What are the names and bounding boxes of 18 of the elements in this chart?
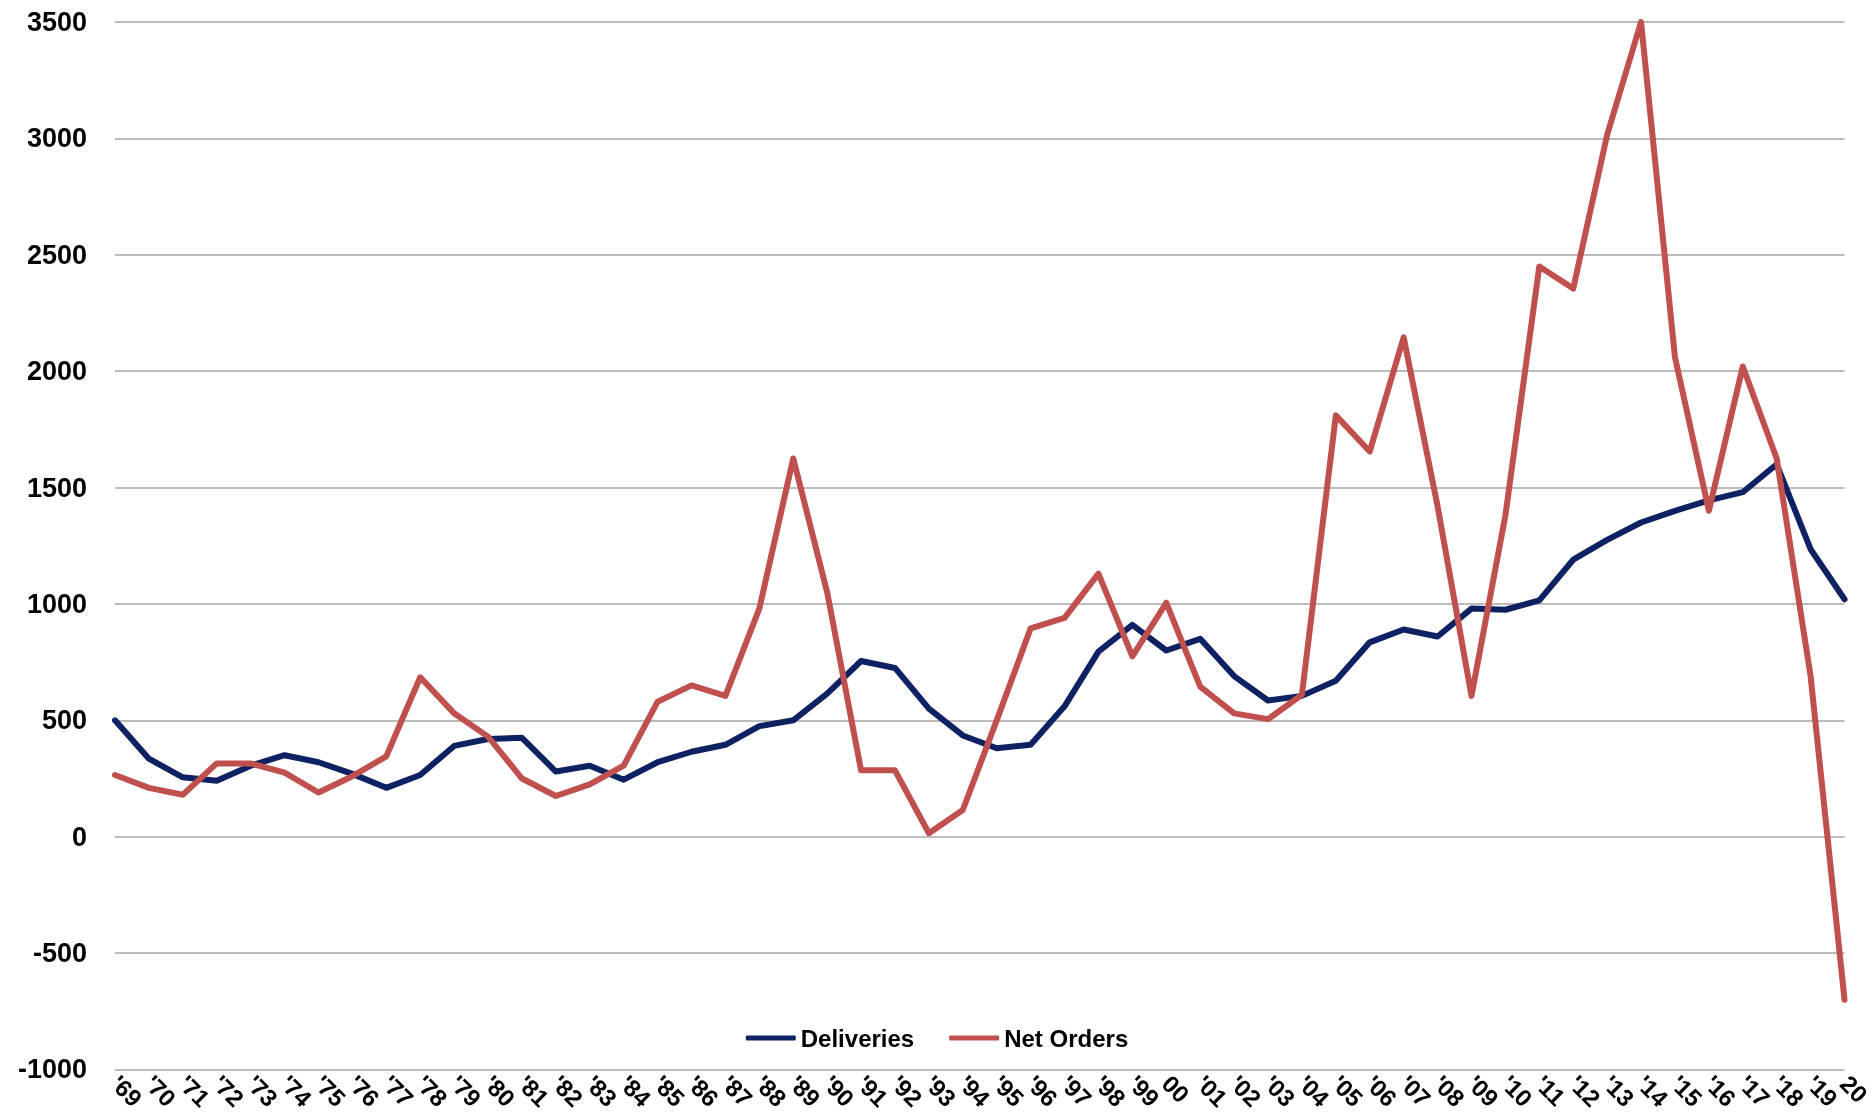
y-tick-label: -500 [32,938,87,969]
y-tick-label: 2500 [26,239,87,270]
x-tick-label: '12 [1563,1069,1606,1112]
y-tick-label: -1000 [17,1054,87,1085]
x-tick-label: '82 [546,1069,589,1112]
y-tick-label: 1500 [26,472,87,503]
x-tick-label: '72 [207,1069,250,1112]
y-tick-label: 3500 [26,7,87,37]
y-tick-label: 500 [41,705,87,736]
x-tick-label: '92 [885,1069,928,1112]
y-tick-label: 1000 [26,588,87,619]
legend-label: Net Orders [1004,1024,1129,1052]
y-tick-label: 3000 [26,123,87,154]
y-tick-label: 2000 [26,356,87,387]
x-tick-label: '01 [1190,1069,1233,1112]
x-tick-label: '69 [105,1069,148,1112]
legend-label: Deliveries [800,1024,915,1052]
y-tick-label: 0 [71,821,87,852]
